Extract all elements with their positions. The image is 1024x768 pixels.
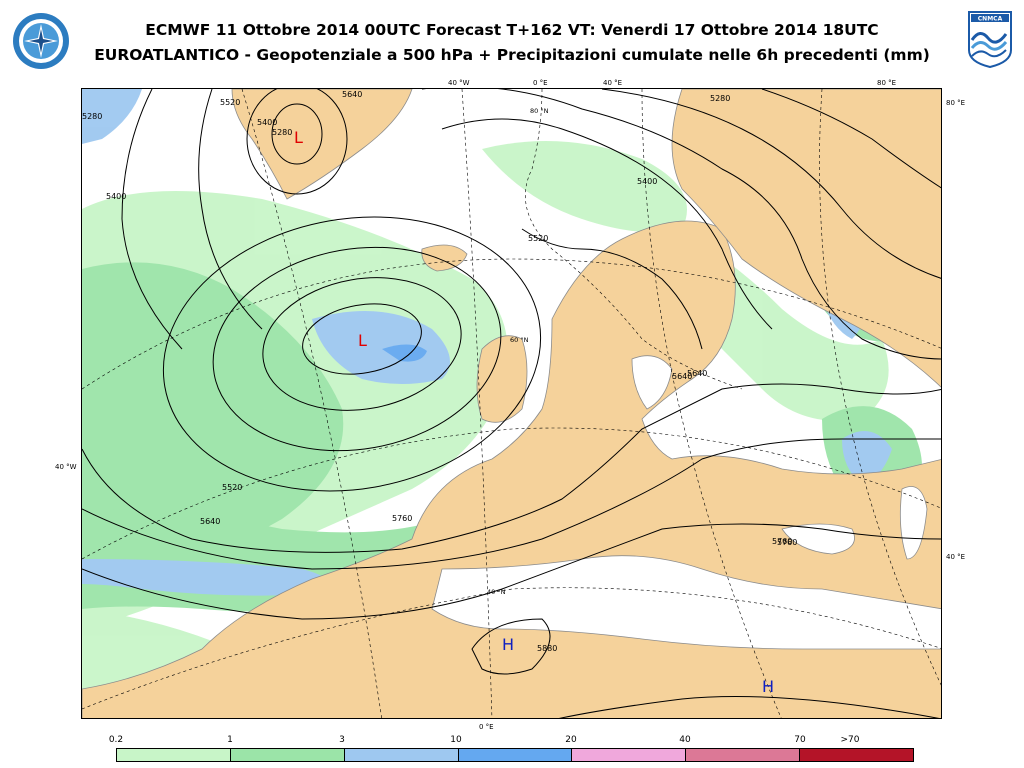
contour-label: 5520 xyxy=(528,234,548,243)
high-pressure-east: H xyxy=(762,677,774,696)
high-pressure-nafrica: H xyxy=(502,635,514,654)
legend-swatch xyxy=(686,749,801,761)
contour-label: 5280 xyxy=(82,112,102,121)
contour-label: 5760 xyxy=(772,537,792,546)
contour-label: 5760 xyxy=(392,514,412,523)
legend-swatch xyxy=(230,749,345,761)
contour-label: 5640 xyxy=(342,90,362,99)
legend-tick: 40 xyxy=(679,735,691,745)
low-pressure-atlantic: L xyxy=(358,331,367,350)
contour-label: 5640 xyxy=(687,369,707,378)
top-label-0e: 0 °E xyxy=(533,79,548,87)
right-label-80e: 80 °E xyxy=(946,99,966,107)
legend-tick: 70 xyxy=(794,735,806,745)
contour-label: 5640 xyxy=(200,517,220,526)
legend-swatch xyxy=(117,749,231,761)
cnmca-logo-icon: CNMCA xyxy=(966,10,1014,69)
precipitation-legend xyxy=(116,748,914,762)
legend-tick: 20 xyxy=(565,735,577,745)
contour-label: 5760 xyxy=(777,538,797,547)
top-label-40e: 40 °E xyxy=(603,79,623,87)
contour-label: 5880 xyxy=(537,644,557,653)
low-pressure-greenland: L xyxy=(294,128,303,147)
contour-label: 5400 xyxy=(257,118,277,127)
legend-tick: 10 xyxy=(450,735,462,745)
contour-labels: 5520 5400 5280 5400 5520 5640 5640 5760 … xyxy=(82,90,797,653)
contour-label: 5400 xyxy=(106,192,126,201)
left-label-40w: 40 °W xyxy=(55,463,77,471)
map-subtitle: EUROATLANTICO - Geopotenziale a 500 hPa … xyxy=(94,46,930,64)
contour-label: 5280 xyxy=(272,128,292,137)
cnmca-logo-text: CNMCA xyxy=(978,16,1003,23)
pressure-centers: L L H H xyxy=(294,128,774,696)
legend-swatch xyxy=(344,749,459,761)
lat-label-60n: 60 °N xyxy=(510,336,529,344)
legend-tick: 0.2 xyxy=(108,735,124,745)
top-label-80e: 80 °E xyxy=(877,79,897,87)
contour-label: 5400 xyxy=(637,177,657,186)
contour-label: 5640 xyxy=(672,372,692,381)
lat-label-40n: 40 °N xyxy=(487,588,506,596)
legend-tick: >70 xyxy=(840,735,860,745)
legend-tick: 1 xyxy=(227,735,233,745)
lat-label-80n: 80 °N xyxy=(530,107,549,115)
contour-label: 5280 xyxy=(710,94,730,103)
forecast-map: 5520 5400 5280 5400 5520 5640 5640 5760 … xyxy=(81,88,942,719)
bottom-label-0e: 0 °E xyxy=(479,723,494,731)
legend-swatch xyxy=(800,749,914,761)
map-title: ECMWF 11 Ottobre 2014 00UTC Forecast T+1… xyxy=(145,21,879,39)
top-label-40w: 40 °W xyxy=(448,79,470,87)
meteorological-service-emblem-icon xyxy=(12,12,70,70)
land-layer xyxy=(82,89,941,718)
right-label-40e: 40 °E xyxy=(946,553,966,561)
geopotential-contours xyxy=(82,89,941,718)
legend-tick: 3 xyxy=(339,735,345,745)
legend-swatch xyxy=(458,749,573,761)
contour-label: 5520 xyxy=(222,483,242,492)
contour-label: 5520 xyxy=(220,98,240,107)
legend-swatch xyxy=(572,749,687,761)
